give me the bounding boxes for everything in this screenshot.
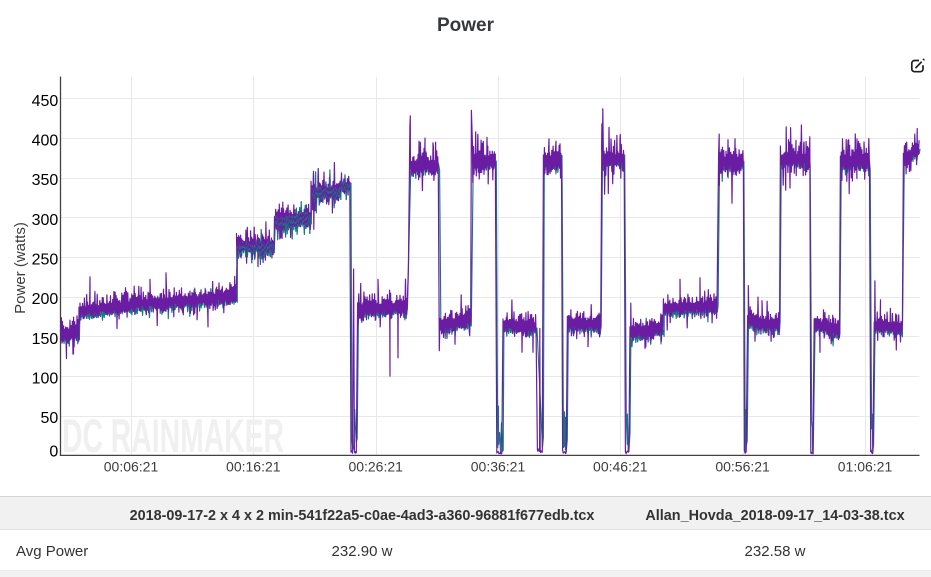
- svg-text:450: 450: [32, 93, 59, 110]
- svg-text:100: 100: [32, 371, 59, 388]
- svg-text:0: 0: [49, 443, 58, 460]
- svg-text:Power (watts): Power (watts): [12, 222, 29, 314]
- svg-text:00:06:21: 00:06:21: [104, 459, 159, 475]
- svg-text:01:06:21: 01:06:21: [838, 459, 893, 475]
- svg-text:150: 150: [32, 331, 59, 348]
- svg-text:300: 300: [32, 212, 59, 229]
- svg-text:200: 200: [32, 291, 59, 308]
- svg-text:50: 50: [41, 410, 59, 427]
- svg-text:00:56:21: 00:56:21: [715, 459, 770, 475]
- svg-text:DC RAINMAKER: DC RAINMAKER: [62, 409, 284, 462]
- svg-text:250: 250: [32, 252, 59, 269]
- svg-text:00:16:21: 00:16:21: [226, 459, 281, 475]
- svg-text:350: 350: [32, 172, 59, 189]
- svg-text:00:46:21: 00:46:21: [593, 459, 648, 475]
- svg-text:00:26:21: 00:26:21: [348, 459, 403, 475]
- svg-text:00:36:21: 00:36:21: [471, 459, 526, 475]
- svg-text:400: 400: [32, 133, 59, 150]
